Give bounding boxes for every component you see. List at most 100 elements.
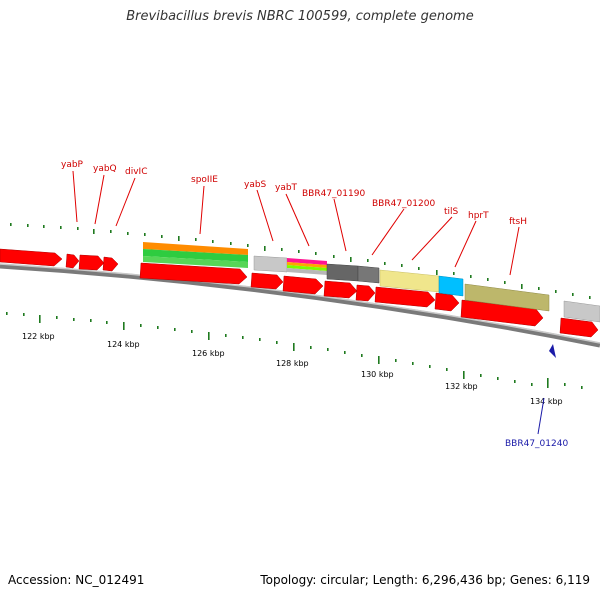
tick-mark — [276, 341, 278, 344]
callout-line-yabP — [72, 170, 78, 223]
tick-mark — [531, 383, 533, 386]
tick-mark — [281, 248, 283, 251]
tick-mark — [247, 244, 249, 247]
gene-label[interactable]: BBR47_01200 — [372, 199, 435, 209]
tick-mark — [315, 252, 317, 255]
tick-mark — [327, 348, 329, 351]
feature-bar-ftsH[interactable] — [464, 283, 550, 312]
tick-mark — [230, 242, 232, 245]
upper-gene-row — [0, 248, 119, 272]
tick-mark — [564, 383, 566, 386]
gene-label[interactable]: divIC — [125, 167, 147, 177]
gene-arrow[interactable] — [282, 275, 324, 295]
feature-bar-yabT-green[interactable] — [287, 265, 327, 271]
tick-mark — [195, 238, 197, 241]
tick-mark — [497, 377, 499, 380]
tick-mark — [384, 262, 386, 265]
length-label: Length: — [372, 573, 419, 587]
gene-arrow[interactable] — [559, 317, 599, 338]
tick-mark — [93, 229, 95, 234]
feature-bar-spoIIE-green2[interactable] — [143, 256, 248, 268]
callout-line-divIC — [115, 177, 136, 227]
gene-arrow[interactable] — [0, 248, 63, 267]
tick-mark — [446, 368, 448, 371]
callout-line-BBR47_01190 — [333, 198, 347, 252]
gene-label[interactable]: BBR47_01190 — [302, 189, 365, 199]
tick-mark — [191, 330, 193, 333]
highlight-pointer-icon[interactable] — [549, 344, 556, 358]
tick-mark — [480, 374, 482, 377]
tick-mark — [157, 326, 159, 329]
gene-label[interactable]: yabQ — [93, 164, 117, 174]
gene-arrow[interactable] — [102, 256, 119, 272]
gene-arrow[interactable] — [65, 253, 80, 269]
callout-line-yabS — [256, 189, 274, 242]
callout-lines — [72, 170, 520, 276]
tick-mark — [367, 259, 369, 262]
feature-bar-yabT-grey[interactable] — [287, 268, 327, 275]
tick-mark — [412, 362, 414, 365]
length-value: 6,296,436 bp — [421, 573, 502, 587]
gene-arrow[interactable] — [434, 292, 460, 312]
tick-mark — [298, 250, 300, 253]
tick-label: 124 kbp — [107, 340, 140, 349]
gene-labels: yabP yabQ divIC spoIIE yabS yabT BBR47_0… — [61, 160, 527, 227]
feature-bar-yabS[interactable] — [253, 255, 288, 273]
feature-bar-BBR47_01190[interactable] — [326, 263, 359, 282]
gene-label[interactable]: yabT — [275, 183, 298, 193]
tick-mark — [56, 316, 58, 319]
callout-line-ftsH — [509, 226, 520, 276]
tick-mark — [453, 272, 455, 275]
gene-label[interactable]: tilS — [444, 207, 459, 217]
tick-mark — [487, 278, 489, 281]
feature-bar-BBR47_01190b[interactable] — [357, 265, 380, 284]
highlighted-gene-label[interactable]: BBR47_01240 — [505, 439, 568, 449]
gene-arrow[interactable] — [78, 254, 105, 271]
gene-arrow[interactable] — [374, 286, 436, 308]
tick-mark — [27, 224, 29, 227]
callout-line-spoIIE — [199, 185, 205, 235]
feature-bar-next[interactable] — [563, 300, 600, 323]
tick-mark — [538, 287, 540, 290]
gene-label[interactable]: yabS — [244, 180, 267, 190]
accession-label: Accession: — [8, 573, 72, 587]
tick-mark — [429, 365, 431, 368]
tick-mark — [293, 343, 295, 351]
lower-ticks — [6, 312, 583, 389]
feature-bar-yabT-orange[interactable] — [287, 262, 327, 268]
tick-mark — [6, 312, 8, 315]
tick-mark — [581, 386, 583, 389]
tick-mark — [140, 324, 142, 327]
tick-mark — [361, 354, 363, 357]
gene-label[interactable]: hprT — [468, 211, 489, 221]
tick-mark — [401, 264, 403, 267]
tick-mark — [344, 351, 346, 354]
gene-arrow[interactable] — [323, 280, 358, 299]
feature-bar-tilS[interactable] — [438, 275, 464, 297]
genes-value: 6,119 — [555, 573, 590, 587]
gene-label[interactable]: ftsH — [509, 217, 527, 227]
tick-mark — [378, 356, 380, 364]
tick-mark — [470, 275, 472, 278]
tick-mark — [60, 226, 62, 229]
feature-bar-yabT-pink[interactable] — [287, 258, 327, 265]
gene-arrow[interactable] — [355, 284, 376, 302]
tick-mark — [10, 223, 12, 226]
tick-mark — [23, 313, 25, 316]
tick-mark — [174, 328, 176, 331]
gene-label[interactable]: yabP — [61, 160, 84, 170]
gene-arrow[interactable] — [250, 272, 284, 290]
tick-mark — [436, 270, 438, 275]
feature-bar-spoIIE-green1[interactable] — [143, 249, 248, 262]
tick-mark — [350, 257, 352, 262]
tick-mark — [264, 246, 266, 251]
genes-label: Genes: — [509, 573, 552, 587]
tick-mark — [144, 233, 146, 236]
feature-bars — [143, 242, 600, 323]
gene-arrow[interactable] — [139, 262, 248, 285]
tick-mark — [43, 225, 45, 228]
gene-label[interactable]: spoIIE — [191, 175, 218, 185]
upper-ticks — [10, 223, 591, 299]
feature-bar-spoIIE-orange[interactable] — [143, 242, 248, 255]
tick-mark — [161, 235, 163, 238]
